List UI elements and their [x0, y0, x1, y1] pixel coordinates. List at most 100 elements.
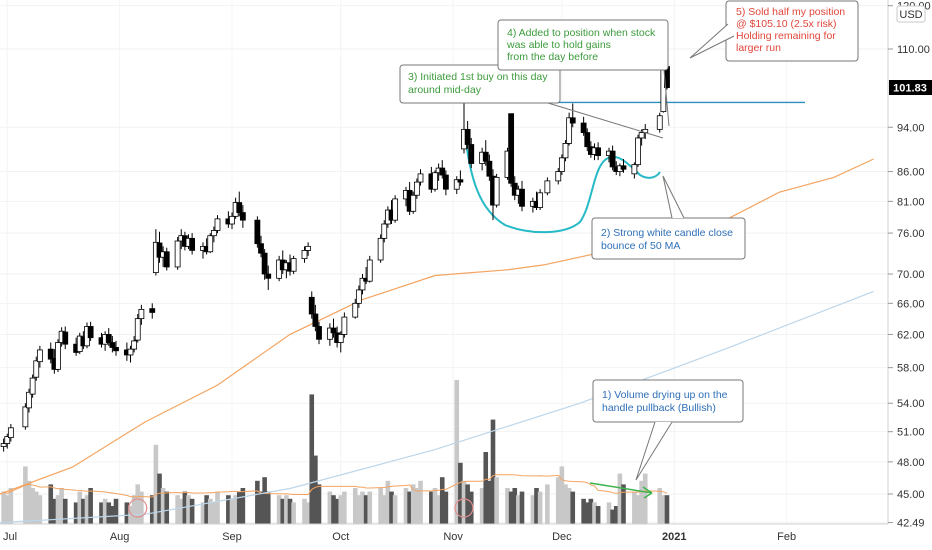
price-tick-label: 62.00 [897, 329, 925, 341]
volume-bar [236, 491, 242, 524]
volume-bar [635, 495, 641, 524]
volume-arrow [589, 482, 653, 499]
event-markers [128, 498, 474, 518]
volume-bar [661, 495, 666, 524]
candle-body [508, 113, 515, 184]
candle-body [36, 349, 43, 363]
volume-bar [175, 495, 180, 524]
time-tick-label: Nov [443, 531, 463, 543]
volume-bar [226, 495, 231, 524]
candle-body [482, 151, 489, 162]
volume-bar [592, 502, 597, 524]
volume-bar [360, 491, 365, 524]
volume-bar [512, 488, 518, 524]
candle-body [493, 176, 500, 206]
price-tick-label: 110.00 [897, 44, 930, 56]
candle-body [381, 223, 388, 239]
annotation-2-box [591, 217, 746, 260]
volume-bar [258, 491, 264, 524]
volume-bar [617, 473, 623, 524]
candle-body [413, 181, 420, 196]
volume-bar [657, 488, 663, 524]
price-tick-label: 48.00 [897, 457, 925, 469]
candle-body [265, 273, 272, 279]
currency-button[interactable] [896, 5, 926, 23]
price-tick-label: 76.00 [897, 228, 925, 240]
earnings-marker[interactable] [454, 498, 474, 518]
earnings-marker[interactable] [128, 498, 148, 518]
candle-body [562, 143, 569, 159]
annotation-1-pointer [635, 421, 673, 481]
volume-bar [73, 502, 79, 524]
volume-bar [106, 502, 112, 524]
volume-bar [407, 491, 412, 524]
time-axis[interactable]: Jul Aug Sep Oct Nov Dec 2021 Feb [0, 523, 888, 543]
candle-body [62, 331, 69, 345]
price-tick-label: 58.00 [897, 363, 925, 375]
time-tick-label: Jul [3, 531, 17, 543]
time-tick-label: Feb [777, 531, 796, 543]
volume-bar [610, 509, 615, 524]
candle-body [0, 443, 7, 447]
candle-body [149, 308, 156, 313]
candle-body [131, 340, 138, 350]
volume-bar [313, 455, 318, 524]
candle-body [156, 242, 163, 258]
volume-bar [436, 495, 441, 524]
volume-bar [157, 473, 162, 524]
candle-body [453, 179, 460, 190]
candle-body [432, 172, 438, 190]
price-axis[interactable]: 42.49 45.00 48.00 51.00 54.00 58.00 62.00 66.00… [887, 0, 932, 550]
candle-body [439, 167, 446, 176]
price-tick-label: 94.00 [897, 122, 925, 134]
volume-bar [461, 480, 467, 524]
volume-bar [287, 498, 293, 524]
price-tick-label: 81.00 [897, 196, 925, 208]
volume-bar [81, 498, 86, 524]
volume-bar [468, 491, 474, 524]
volume-bar [334, 498, 340, 524]
volume-bar [52, 498, 57, 524]
volume-bar [139, 491, 144, 524]
candle-body [236, 202, 243, 213]
annotation-3-line-1: 3) Initiated 1st buy on this day [408, 71, 548, 83]
volume-trend-arrow-head [642, 486, 653, 499]
annotation-2-line-2: bounce of 50 MA [601, 240, 680, 252]
volume-bar [494, 477, 499, 524]
annotation-5-line-4: larger run [736, 42, 781, 54]
candle-body [519, 188, 525, 207]
volume-bar [352, 488, 358, 524]
candle-body [330, 327, 337, 334]
volume-bar [302, 498, 307, 524]
volume-bar [23, 466, 28, 524]
volume-bar [664, 495, 670, 524]
volume-bar [465, 484, 470, 524]
candle-body [620, 165, 627, 170]
volume-bar [280, 498, 286, 524]
candle-body [584, 132, 591, 148]
volume-bar [110, 506, 115, 524]
volume-bar [356, 495, 362, 524]
volume-bar [519, 491, 525, 524]
annotation-5: 5) Sold half my position @ $105.10 (2.5x… [689, 0, 859, 62]
annotation-5-line-1: 5) Sold half my position [736, 6, 845, 18]
volume-bar [389, 491, 394, 524]
candle-body [359, 277, 366, 291]
candle-body [163, 251, 170, 268]
candle-body [468, 144, 475, 164]
volume-bar [62, 498, 68, 524]
volume-bar [429, 491, 434, 524]
candle-body [229, 215, 235, 225]
annotation-5-pointer [689, 23, 735, 59]
volume-bar [164, 491, 170, 524]
volume-bar [124, 502, 130, 524]
volume-bar [59, 488, 64, 524]
candle-body [631, 164, 638, 175]
annotation-4-line-1: 4) Added to position when stock [507, 27, 656, 39]
volume-bar [233, 495, 238, 524]
candle-body [189, 237, 196, 251]
candle-body [113, 347, 119, 352]
annotation-3-leader [547, 102, 664, 139]
volume-bar [84, 495, 90, 524]
annotation-5-line-2: @ $105.10 (2.5x risk) [736, 18, 837, 30]
